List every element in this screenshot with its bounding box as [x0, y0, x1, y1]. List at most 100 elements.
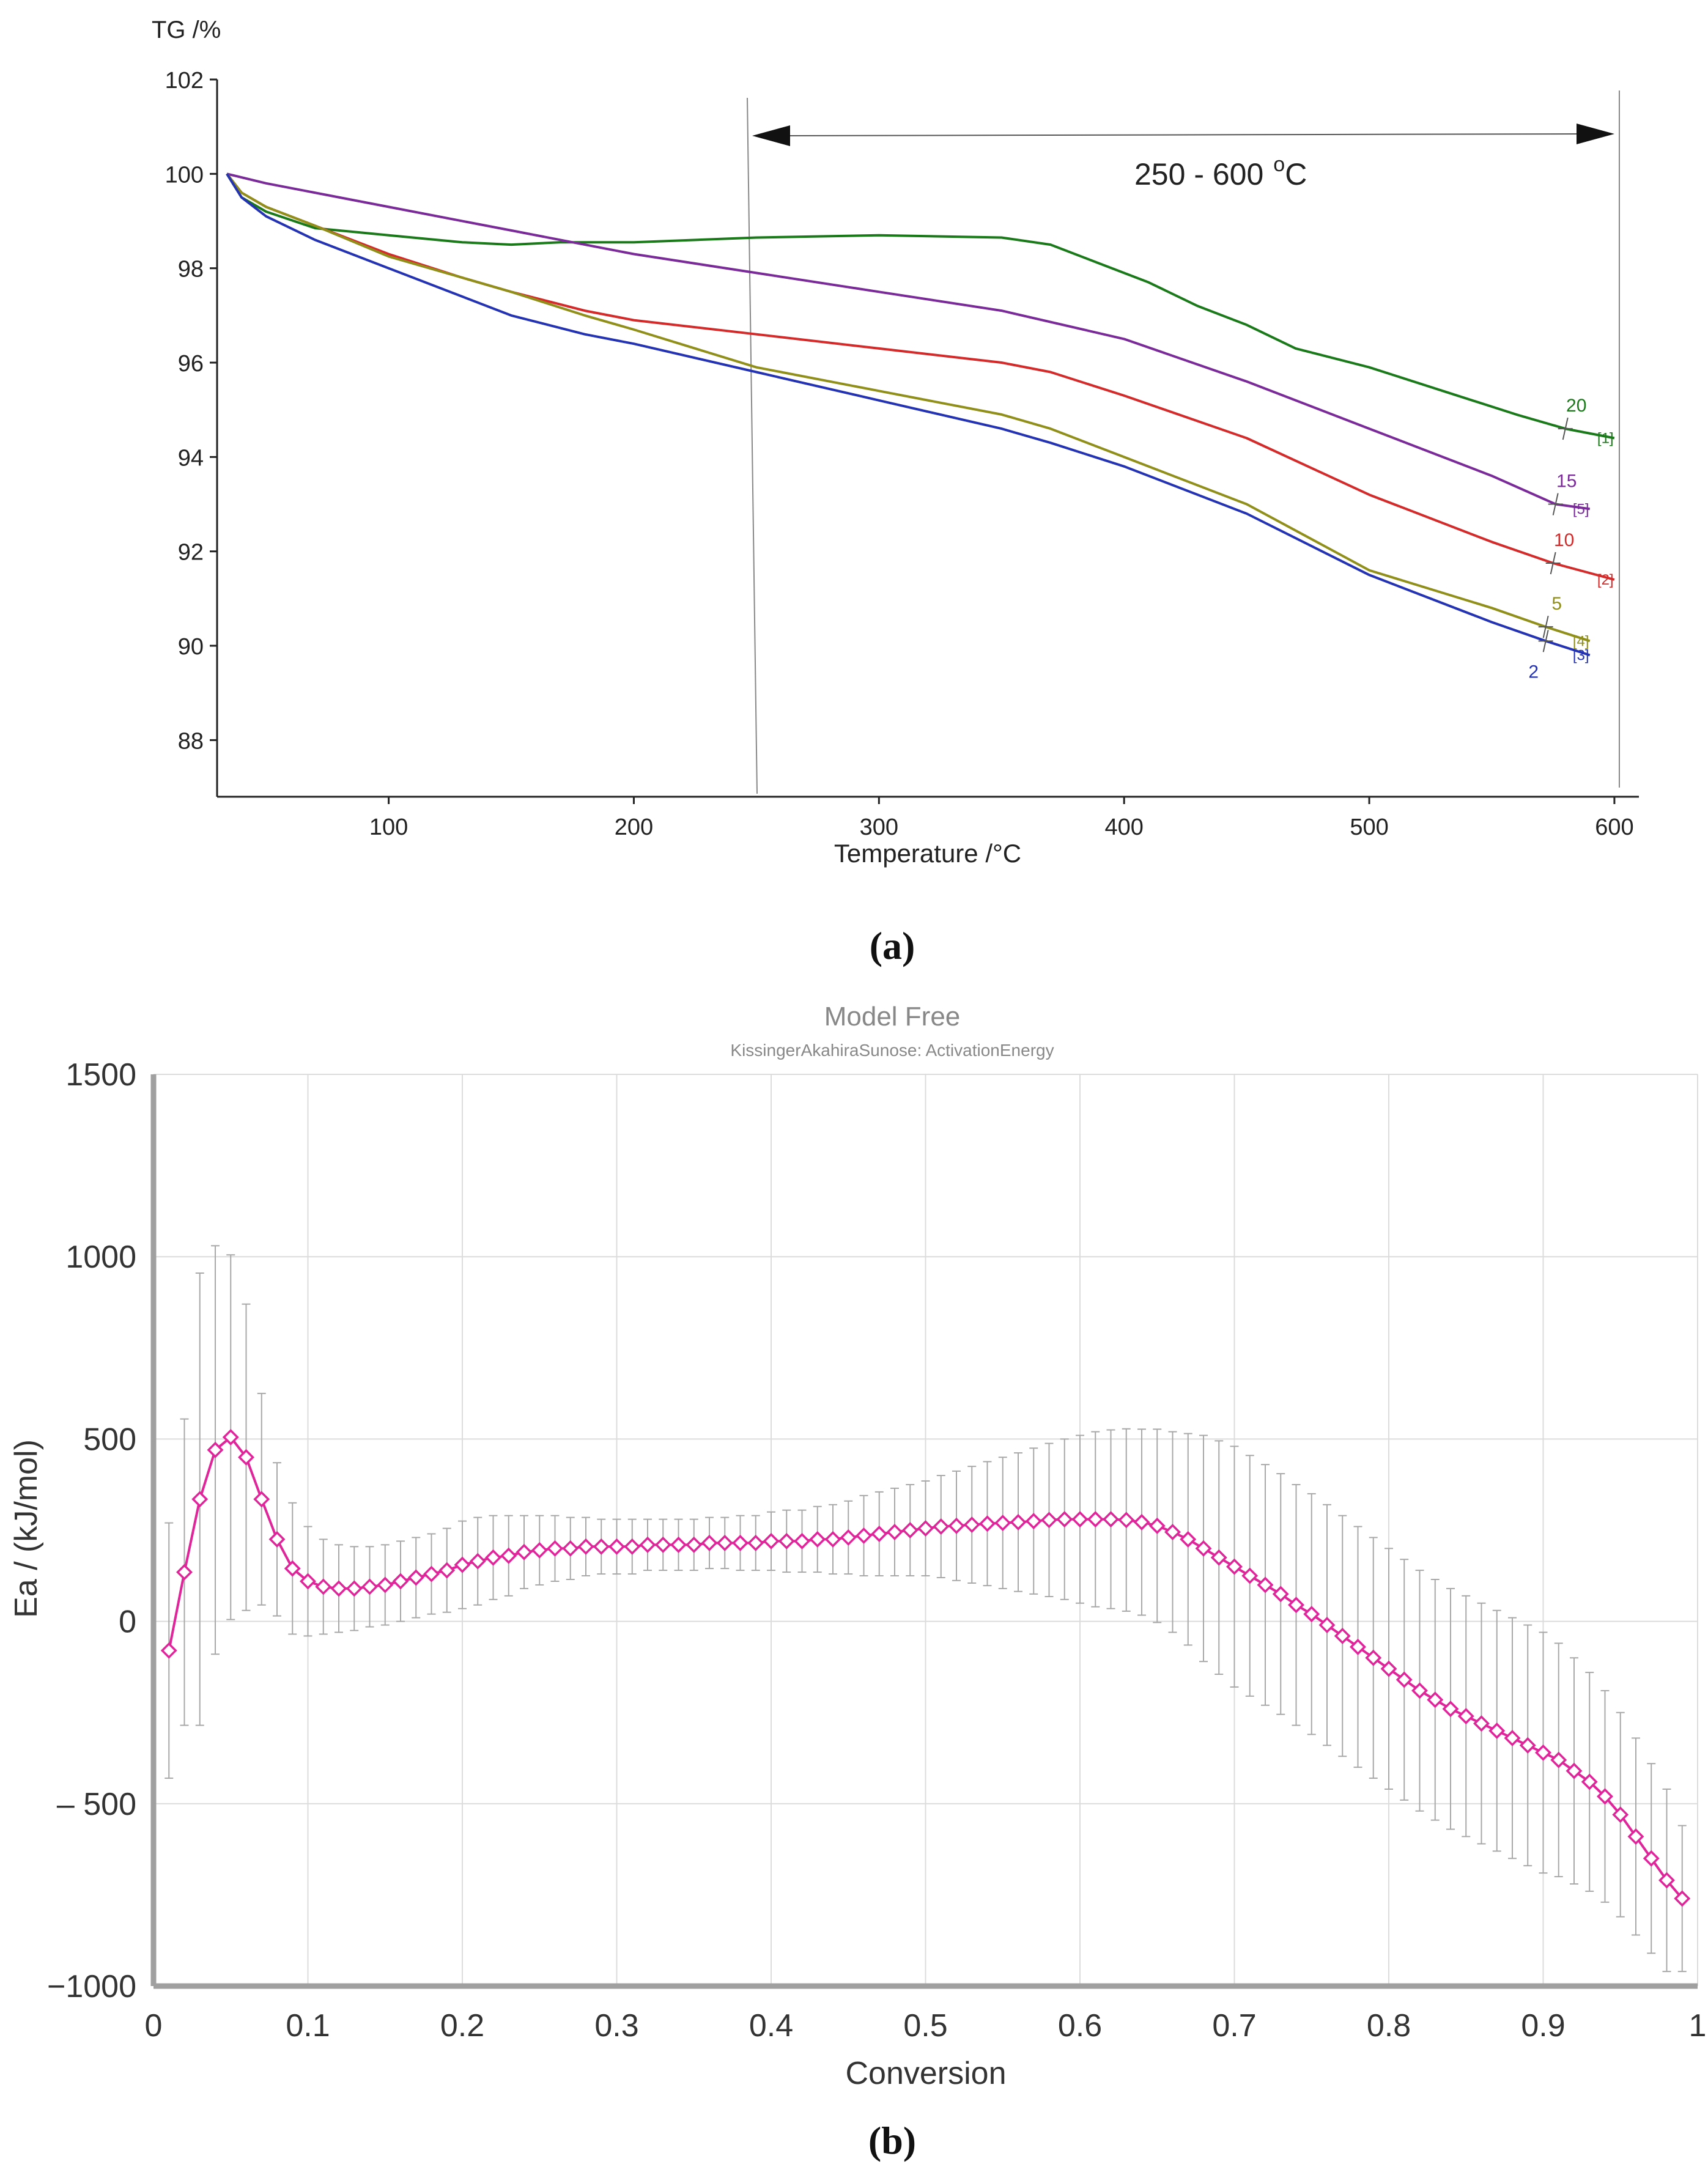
activation-energy-point [547, 1540, 563, 1557]
tg-rate-label-10: 10 [1554, 530, 1574, 550]
activation-energy-point [1597, 1788, 1613, 1805]
activation-energy-point [253, 1491, 270, 1508]
activation-energy-point [423, 1565, 440, 1582]
tg-curve-2 [226, 173, 1591, 657]
activation-energy-point [361, 1578, 378, 1595]
activation-energy-point [670, 1536, 687, 1553]
activation-energy-point [392, 1573, 409, 1590]
activation-energy-point [1334, 1627, 1351, 1644]
activation-energy-point [948, 1517, 965, 1534]
activation-energy-point [1303, 1606, 1320, 1623]
activation-energy-point [933, 1518, 950, 1535]
activation-energy-point [191, 1491, 209, 1508]
panel-b-y-ticks: −1000 – 500 0 500 1000 1500 [47, 1057, 136, 2004]
activation-energy-point [624, 1538, 641, 1555]
panel-b-x-tick-label: 0.8 [1367, 2008, 1411, 2044]
activation-energy-point [856, 1527, 872, 1544]
activation-energy-point [1658, 1872, 1675, 1889]
activation-energy-point [1396, 1671, 1413, 1688]
activation-energy-point [778, 1532, 795, 1549]
activation-energy-point [485, 1549, 501, 1566]
activation-energy-point [238, 1449, 254, 1466]
panel-b-x-tick-label: 0.7 [1212, 2008, 1256, 2044]
activation-energy-point [454, 1556, 471, 1573]
activation-energy-point [1195, 1540, 1212, 1557]
panel-b-x-tick-label: 1 [1689, 2008, 1707, 2044]
activation-energy-point [1519, 1737, 1536, 1754]
activation-energy-point [1350, 1638, 1366, 1655]
range-start-line [747, 97, 758, 794]
activation-energy-point [963, 1516, 980, 1534]
panel-b-y-tick-label: 1500 [65, 1057, 136, 1093]
panel-b-x-tick-label: 0.6 [1058, 2008, 1102, 2044]
activation-energy-point [716, 1534, 733, 1551]
tg-rate-label-15: 15 [1556, 471, 1577, 492]
panel-b-y-tick-label: 1000 [65, 1239, 136, 1275]
panel-b-xlabel: Conversion [845, 2056, 1006, 2091]
panel-b-title: Model Free [824, 1002, 961, 1032]
activation-energy-point [377, 1576, 394, 1593]
activation-energy-point [1612, 1806, 1629, 1823]
tg-curve-20 [226, 173, 1615, 440]
panel-b-x-tick-label: 0.4 [749, 2008, 793, 2044]
activation-energy-point [593, 1538, 610, 1555]
tg-end-tag-20: [1] [1597, 430, 1614, 447]
panel-b-y-tick-label: 0 [119, 1604, 136, 1640]
range-annotation-label: 250 - 600 oC [1134, 153, 1307, 191]
activation-energy-point [701, 1534, 718, 1551]
activation-energy-point [901, 1522, 919, 1538]
panel-a-x-ticks: 100 200 300 400 500 600 [369, 797, 1634, 840]
panel-a-xlabel: Temperature /°C [834, 839, 1021, 868]
activation-energy-point [1488, 1723, 1506, 1739]
activation-energy-point [732, 1534, 749, 1551]
activation-energy-point [1010, 1513, 1027, 1531]
activation-energy-point [654, 1536, 671, 1553]
activation-energy-point [284, 1560, 301, 1577]
panel-b-x-ticks: 0 0.1 0.2 0.3 0.4 0.5 0.6 0.7 0.8 0.9 1 [145, 2008, 1707, 2044]
activation-energy-point [1566, 1762, 1583, 1779]
activation-energy-point [1025, 1513, 1042, 1530]
activation-energy-point [1118, 1512, 1135, 1529]
activation-energy-point [438, 1562, 456, 1579]
panel-a-x-tick-label: 200 [615, 814, 653, 840]
panel-b-y-tick-label: −1000 [47, 1969, 136, 2004]
activation-energy-point [1442, 1700, 1459, 1718]
activation-energy-point [1535, 1744, 1551, 1761]
tg-rate-label-5: 5 [1551, 594, 1562, 614]
activation-energy-point [1226, 1558, 1243, 1575]
panel-b-x-tick-label: 0.9 [1521, 2008, 1565, 2044]
activation-energy-point [1457, 1708, 1474, 1725]
activation-energy-point [1427, 1691, 1444, 1708]
panel-b-subtitle: KissingerAkahiraSunose: ActivationEnergy [730, 1041, 1054, 1060]
activation-energy-point [1581, 1773, 1598, 1790]
activation-energy-point [1627, 1828, 1644, 1845]
activation-energy-point [1087, 1511, 1104, 1528]
activation-energy-point [160, 1642, 177, 1659]
panel-a-y-ticks: 88 90 92 94 96 98 100 102 [165, 68, 217, 754]
activation-energy-point [686, 1536, 703, 1553]
activation-energy-point [1148, 1517, 1166, 1534]
panel-a-series: 20 [1] 15 [5] 10 [2] 5 [4] 2 [3] [226, 172, 1615, 682]
activation-energy-point [763, 1532, 780, 1549]
panel-a-y-tick-label: 98 [178, 257, 204, 282]
activation-energy-point [1103, 1511, 1119, 1528]
tg-marker-5 [1542, 615, 1549, 638]
activation-energy-point [315, 1578, 332, 1595]
tg-end-tag-15: [5] [1573, 501, 1589, 517]
activation-energy-point [1643, 1850, 1660, 1867]
tg-curve-15 [226, 172, 1591, 511]
activation-energy-point [516, 1543, 533, 1560]
activation-energy-point [577, 1538, 594, 1555]
panel-a-x-tick-label: 500 [1350, 814, 1388, 840]
panel-a-y-tick-label: 92 [178, 540, 204, 566]
panel-b-x-tick-label: 0 [145, 2008, 163, 2044]
activation-energy-point [1473, 1715, 1490, 1732]
activation-energy-point [1288, 1597, 1304, 1614]
activation-energy-point [979, 1515, 996, 1532]
activation-energy-point [809, 1531, 826, 1548]
activation-energy-point [994, 1515, 1011, 1532]
activation-energy-point [1210, 1549, 1227, 1566]
activation-energy-point [1241, 1567, 1259, 1584]
activation-energy-point [407, 1569, 424, 1586]
panel-a-ylabel: TG /% [152, 17, 221, 43]
